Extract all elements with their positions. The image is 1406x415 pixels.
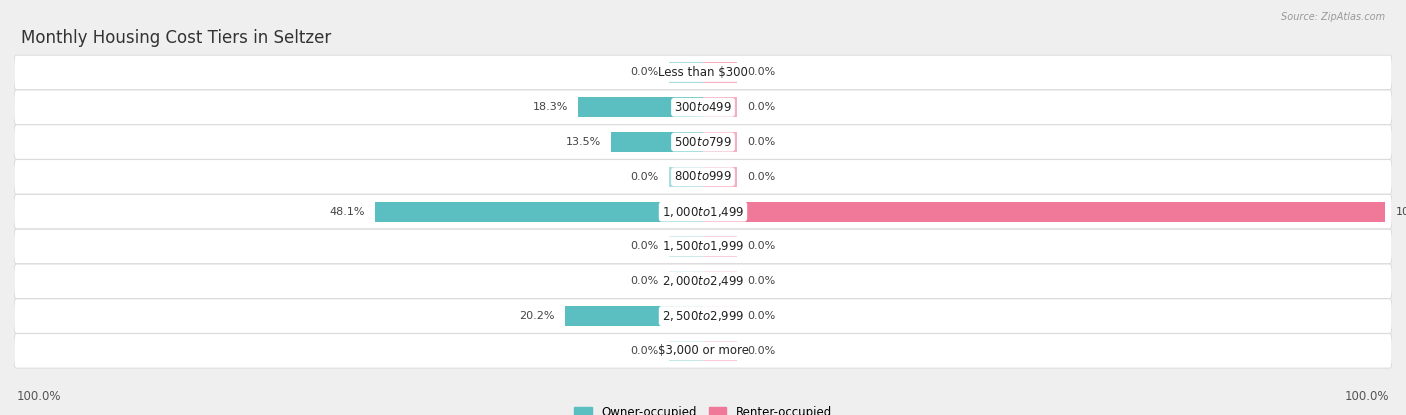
Bar (669, 167, 703, 187)
Text: 0.0%: 0.0% (748, 242, 776, 251)
Text: 0.0%: 0.0% (630, 242, 658, 251)
Bar (669, 341, 703, 361)
Bar (703, 341, 737, 361)
FancyBboxPatch shape (14, 160, 1392, 194)
Text: Monthly Housing Cost Tiers in Seltzer: Monthly Housing Cost Tiers in Seltzer (21, 29, 332, 47)
Bar (703, 132, 737, 152)
Text: 0.0%: 0.0% (630, 346, 658, 356)
Text: 0.0%: 0.0% (748, 276, 776, 286)
Bar (703, 306, 737, 326)
Text: 0.0%: 0.0% (748, 346, 776, 356)
Text: 0.0%: 0.0% (748, 137, 776, 147)
FancyBboxPatch shape (14, 334, 1392, 368)
Text: 0.0%: 0.0% (630, 67, 658, 78)
Bar (703, 237, 737, 256)
Bar (703, 167, 737, 187)
Text: 0.0%: 0.0% (630, 276, 658, 286)
Text: $3,000 or more: $3,000 or more (658, 344, 748, 357)
Bar (612, 132, 703, 152)
Bar (578, 97, 703, 117)
Bar (565, 306, 703, 326)
FancyBboxPatch shape (14, 125, 1392, 159)
FancyBboxPatch shape (14, 55, 1392, 90)
Text: 20.2%: 20.2% (519, 311, 555, 321)
Text: $800 to $999: $800 to $999 (673, 170, 733, 183)
Text: 48.1%: 48.1% (329, 207, 364, 217)
Text: 13.5%: 13.5% (565, 137, 600, 147)
FancyBboxPatch shape (14, 90, 1392, 124)
Bar (703, 202, 1385, 222)
Text: $300 to $499: $300 to $499 (673, 101, 733, 114)
Text: 18.3%: 18.3% (533, 102, 568, 112)
Text: 100.0%: 100.0% (1344, 390, 1389, 403)
Bar (375, 202, 703, 222)
Text: $2,500 to $2,999: $2,500 to $2,999 (662, 309, 744, 323)
Text: Less than $300: Less than $300 (658, 66, 748, 79)
FancyBboxPatch shape (14, 264, 1392, 298)
Text: 100.0%: 100.0% (1395, 207, 1406, 217)
FancyBboxPatch shape (14, 194, 1392, 229)
Text: $2,000 to $2,499: $2,000 to $2,499 (662, 274, 744, 288)
Bar (703, 271, 737, 291)
Text: 100.0%: 100.0% (17, 390, 62, 403)
FancyBboxPatch shape (14, 229, 1392, 264)
Bar (669, 237, 703, 256)
FancyBboxPatch shape (14, 299, 1392, 333)
Bar (669, 62, 703, 83)
Text: 0.0%: 0.0% (630, 172, 658, 182)
Text: $1,000 to $1,499: $1,000 to $1,499 (662, 205, 744, 219)
Text: 0.0%: 0.0% (748, 311, 776, 321)
Legend: Owner-occupied, Renter-occupied: Owner-occupied, Renter-occupied (574, 406, 832, 415)
Bar (703, 97, 737, 117)
Text: 0.0%: 0.0% (748, 67, 776, 78)
Text: 0.0%: 0.0% (748, 102, 776, 112)
Text: $1,500 to $1,999: $1,500 to $1,999 (662, 239, 744, 254)
Text: $500 to $799: $500 to $799 (673, 136, 733, 149)
Text: 0.0%: 0.0% (748, 172, 776, 182)
Bar (703, 62, 737, 83)
Bar (669, 271, 703, 291)
Text: Source: ZipAtlas.com: Source: ZipAtlas.com (1281, 12, 1385, 22)
